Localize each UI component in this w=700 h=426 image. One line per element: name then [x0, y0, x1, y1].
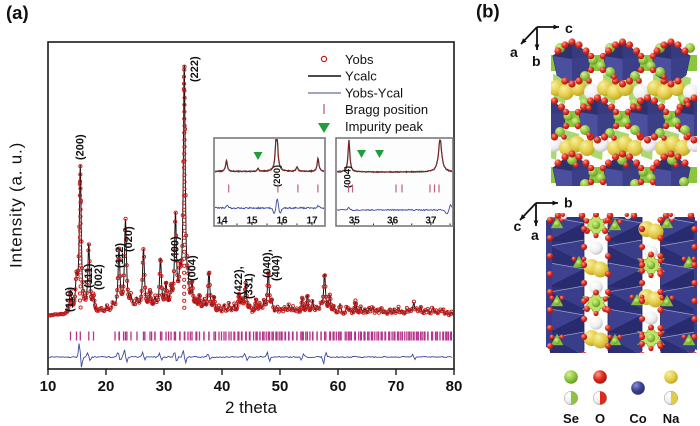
svg-text:a: a [531, 227, 539, 243]
svg-text:(331): (331) [244, 273, 256, 299]
svg-text:(200): (200) [272, 165, 283, 187]
svg-text:Ycalc: Ycalc [345, 69, 377, 84]
svg-text:Yobs: Yobs [345, 52, 374, 67]
svg-text:35: 35 [349, 216, 361, 227]
svg-text:(004): (004) [343, 166, 354, 188]
svg-text:(b): (b) [476, 1, 500, 22]
svg-text:36: 36 [387, 216, 399, 227]
svg-text:(020): (020) [123, 226, 135, 252]
svg-text:Yobs-Ycal: Yobs-Ycal [345, 86, 403, 101]
svg-text:16: 16 [276, 216, 288, 227]
svg-text:(002): (002) [93, 264, 105, 290]
svg-text:40: 40 [214, 378, 231, 395]
svg-text:17: 17 [306, 216, 318, 227]
svg-text:Na: Na [663, 411, 680, 426]
svg-text:c: c [514, 218, 522, 234]
svg-text:Bragg position: Bragg position [345, 102, 428, 117]
svg-text:b: b [532, 53, 541, 69]
svg-text:(404): (404) [271, 255, 283, 281]
svg-text:b: b [564, 195, 573, 211]
svg-text:(a): (a) [6, 2, 29, 23]
svg-text:2 theta: 2 theta [225, 398, 278, 417]
svg-text:37: 37 [425, 216, 437, 227]
svg-text:(112): (112) [114, 243, 126, 268]
svg-text:14: 14 [216, 216, 228, 227]
svg-text:15: 15 [246, 216, 258, 227]
svg-text:60: 60 [330, 378, 347, 395]
svg-text:(040),: (040), [262, 249, 274, 278]
svg-text:Se: Se [563, 411, 579, 426]
svg-text:(422),: (422), [233, 266, 245, 295]
svg-text:(200): (200) [75, 134, 87, 160]
svg-text:20: 20 [98, 378, 115, 395]
svg-text:a: a [510, 44, 518, 60]
svg-text:O: O [595, 411, 605, 426]
svg-text:70: 70 [388, 378, 405, 395]
svg-text:(004): (004) [187, 255, 199, 281]
svg-text:Co: Co [629, 411, 646, 426]
svg-text:Impurity peak: Impurity peak [345, 119, 424, 134]
svg-text:(222): (222) [189, 56, 201, 82]
svg-text:(111): (111) [83, 263, 95, 288]
svg-text:Intensity (a. u.): Intensity (a. u.) [7, 142, 26, 268]
svg-text:80: 80 [446, 378, 463, 395]
svg-text:50: 50 [272, 378, 289, 395]
svg-text:(110): (110) [64, 287, 76, 312]
svg-text:30: 30 [156, 378, 173, 395]
svg-text:c: c [565, 20, 573, 36]
svg-text:(400): (400) [170, 236, 182, 262]
svg-text:10: 10 [40, 378, 57, 395]
